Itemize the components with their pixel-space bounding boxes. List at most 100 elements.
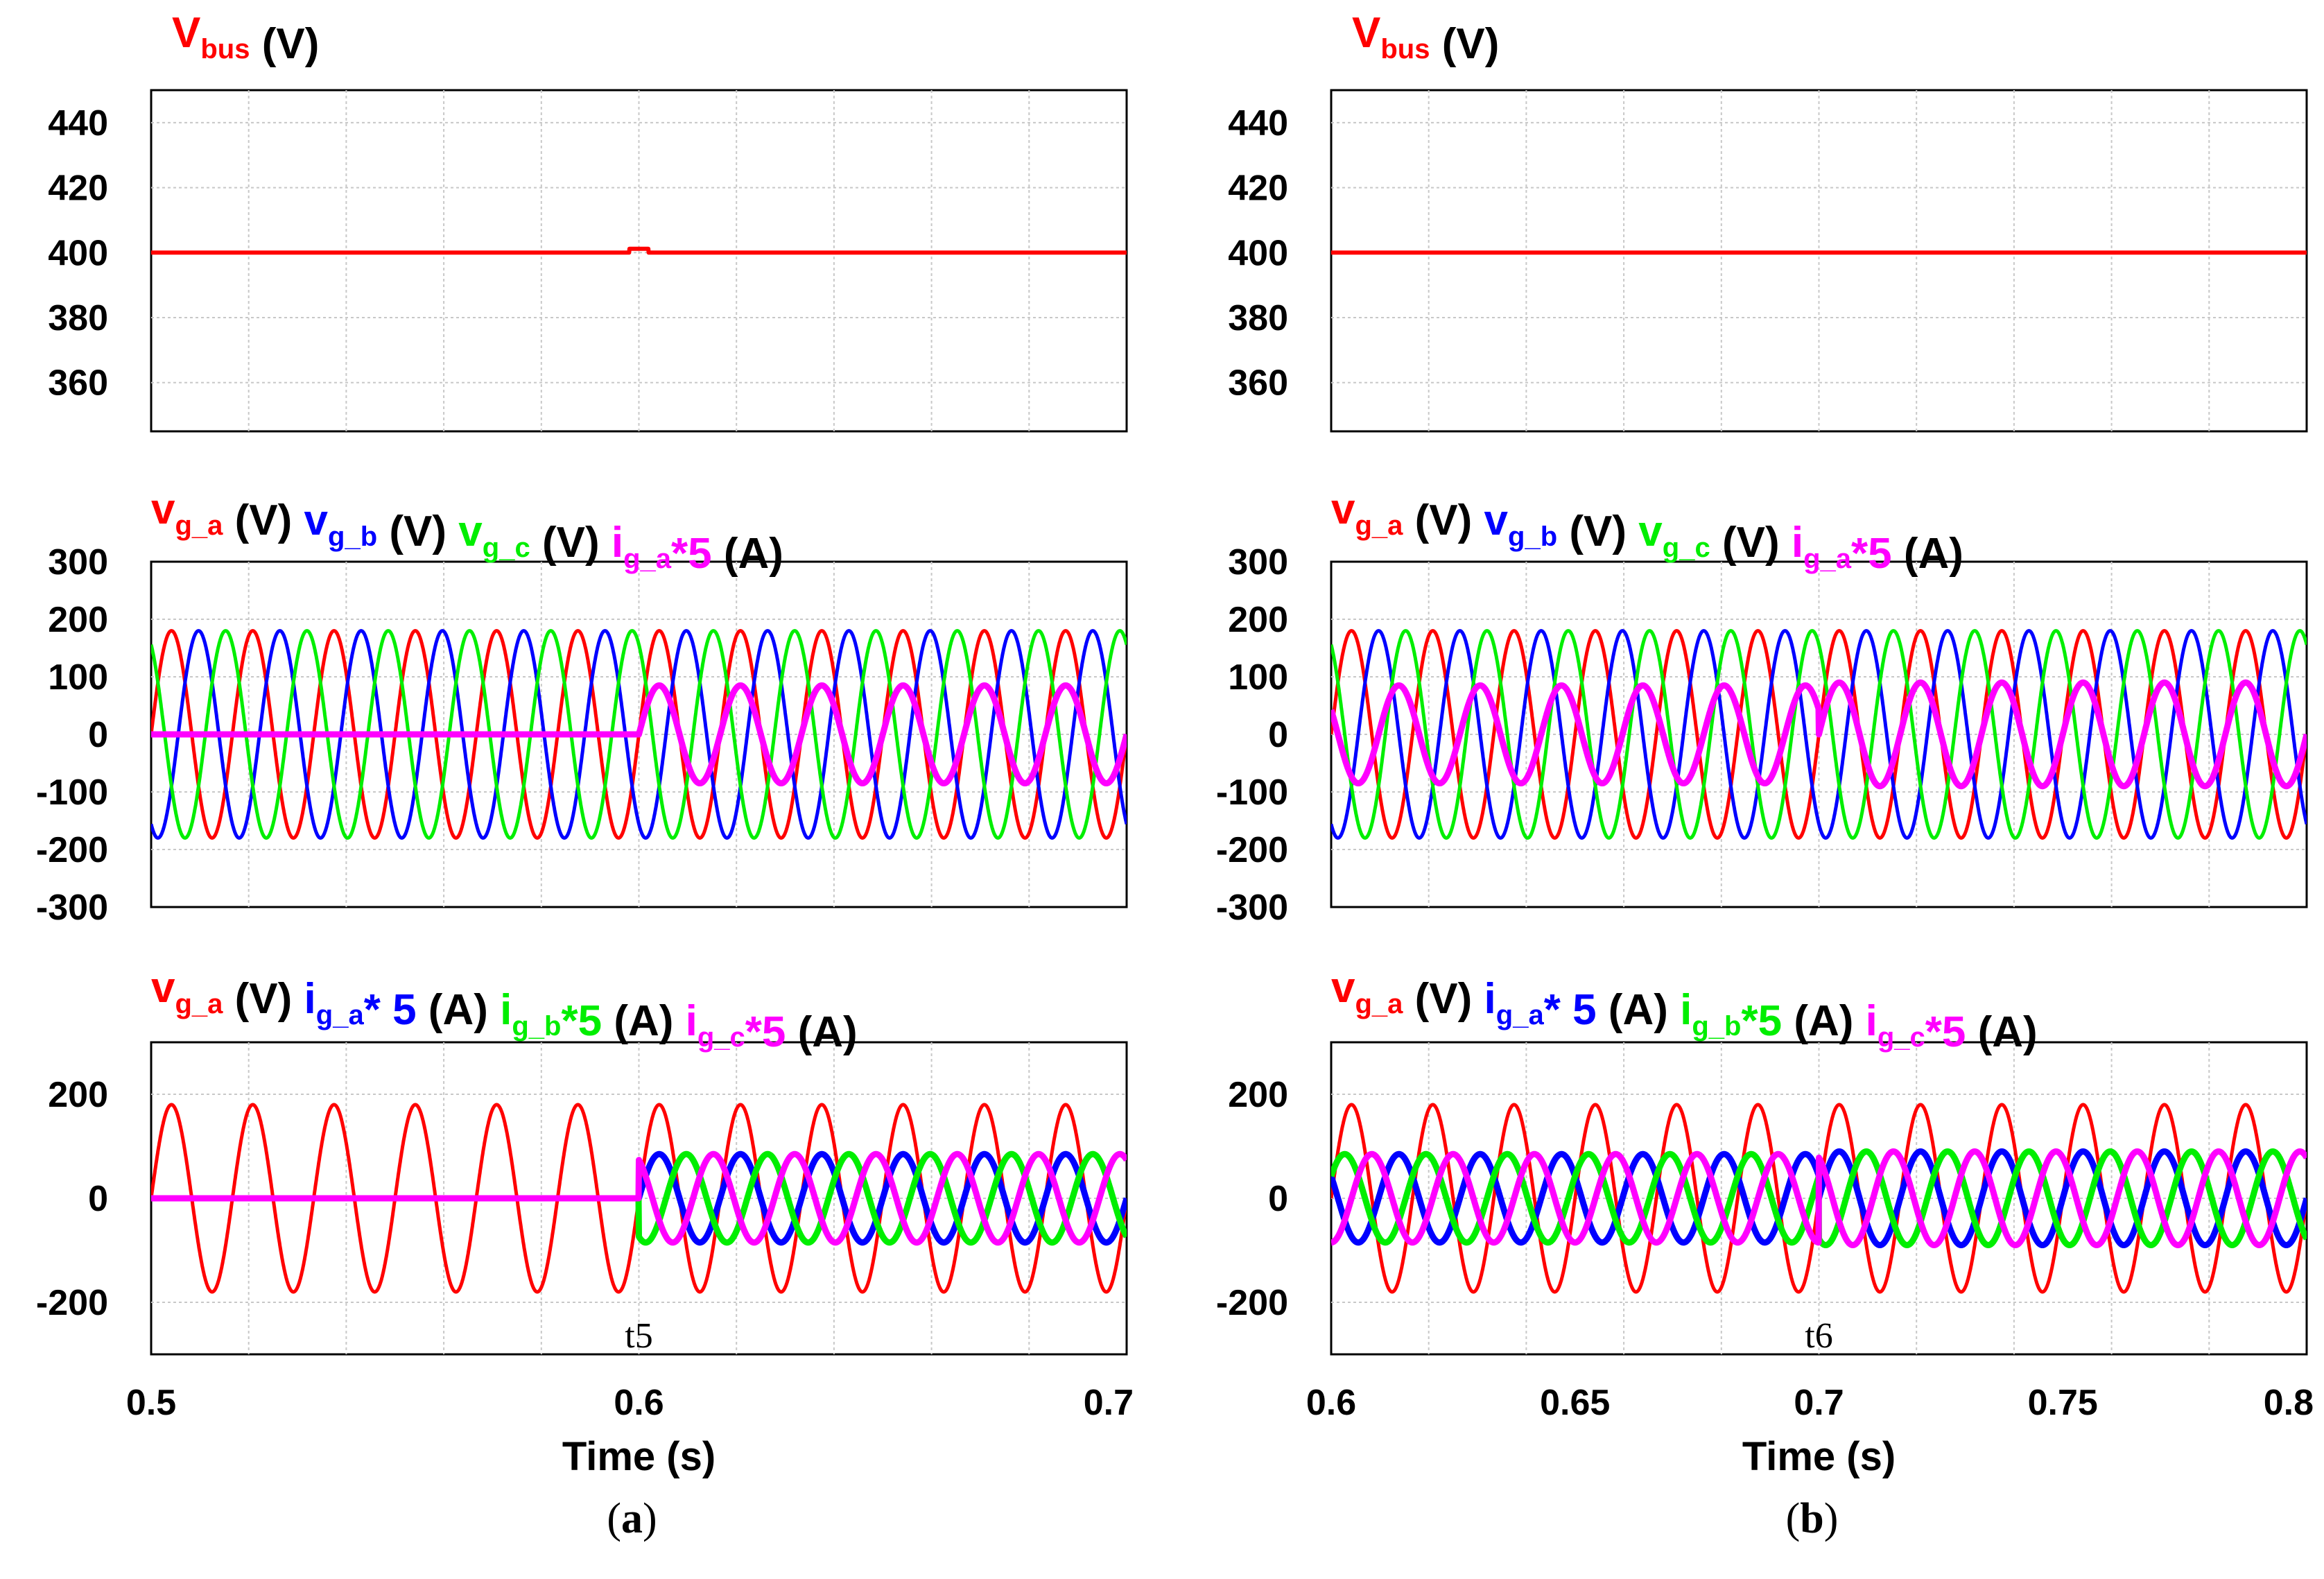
y-tick-label: 420 xyxy=(1228,169,1288,209)
label-space xyxy=(602,997,614,1045)
label-main: i xyxy=(612,519,623,567)
label-subscript: g_c xyxy=(1663,533,1710,563)
x-tick-label: 0.8 xyxy=(2264,1383,2314,1423)
label-space xyxy=(1782,997,1794,1045)
label-main: (V) xyxy=(235,497,293,544)
label-main: v xyxy=(1331,485,1355,533)
y-tick-label: 0 xyxy=(88,1179,108,1219)
y-tick-label: 400 xyxy=(48,233,108,273)
label-main: v xyxy=(1331,964,1355,1012)
label-main: (A) xyxy=(1794,997,1853,1045)
subplot-label: vg_a (V) vg_b (V) vg_c (V) ig_a*5 (A) xyxy=(151,485,783,578)
label-space xyxy=(223,975,234,1023)
y-tick-label: 100 xyxy=(1228,657,1288,698)
y-tick-label: -200 xyxy=(1216,1283,1288,1323)
y-tick-label: -200 xyxy=(36,1283,108,1323)
y-tick-label: 360 xyxy=(1228,363,1288,404)
label-main: (A) xyxy=(1978,1008,2038,1056)
y-tick-label: 440 xyxy=(1228,103,1288,144)
y-tick-label: 0 xyxy=(1268,1179,1288,1219)
x-axis-title: Time (s) xyxy=(1742,1434,1896,1479)
y-tick-label: 300 xyxy=(48,542,108,583)
subplot-1: 440 420 400 380 360 Vbus (V) xyxy=(1228,9,2308,433)
subplot-3: 200 0 -200 vg_a (V) ig_a* 5 (A) ig_b*5 (A) … xyxy=(1216,964,2308,1356)
label-space xyxy=(1597,986,1608,1034)
label-main: v xyxy=(1638,508,1663,555)
series-i-g-a-5 xyxy=(151,682,1127,786)
y-tick-label: 200 xyxy=(1228,1075,1288,1115)
label-space xyxy=(377,508,389,555)
caption-close: ) xyxy=(1824,1495,1839,1542)
label-space xyxy=(1966,1008,1977,1056)
label-post: *5 xyxy=(745,1008,786,1056)
series-v-g-b xyxy=(1331,629,2307,840)
series-group xyxy=(151,246,1127,255)
y-tick-label: -200 xyxy=(1216,830,1288,870)
label-space xyxy=(712,530,724,578)
label-main: (A) xyxy=(1608,986,1668,1034)
label-subscript: g_b xyxy=(1508,521,1557,552)
label-space xyxy=(1710,519,1722,567)
label-main: i xyxy=(500,986,512,1034)
label-post: * 5 xyxy=(364,986,417,1034)
x-tick-label: 0.7 xyxy=(1794,1383,1844,1423)
label-main: (V) xyxy=(1442,20,1500,68)
label-main: v xyxy=(151,964,175,1012)
label-main: (A) xyxy=(614,997,673,1045)
y-tick-label: 360 xyxy=(48,363,108,404)
label-post: *5 xyxy=(1925,1008,1966,1056)
label-main: V xyxy=(172,9,200,57)
series-group xyxy=(151,1103,1127,1294)
label-subscript: g_c xyxy=(483,533,530,563)
caption-close: ) xyxy=(643,1495,657,1542)
y-tick-label: -100 xyxy=(1216,773,1288,813)
y-tick-label: 200 xyxy=(48,600,108,640)
label-main: (V) xyxy=(235,975,293,1023)
y-tick-label: 420 xyxy=(48,169,108,209)
label-main: V xyxy=(1352,9,1380,57)
label-space xyxy=(1668,986,1680,1034)
label-subscript: g_b xyxy=(328,521,377,552)
panel-caption: (b) xyxy=(1786,1495,1839,1542)
label-subscript: g_b xyxy=(1692,1011,1741,1042)
subplot-3: 200 0 -200 vg_a (V) ig_a* 5 (A) ig_b*5 (A) … xyxy=(36,964,1128,1356)
series-v-g-c xyxy=(1331,629,2307,840)
label-subscript: g_b xyxy=(512,1011,561,1042)
label-space xyxy=(250,20,261,68)
y-tick-label: -300 xyxy=(36,888,108,928)
x-tick-label: 0.6 xyxy=(1306,1383,1356,1423)
label-space xyxy=(1430,20,1441,68)
x-axis-title: Time (s) xyxy=(562,1434,716,1479)
label-space xyxy=(292,975,304,1023)
y-tick-label: 380 xyxy=(48,298,108,338)
label-subscript: g_a xyxy=(623,544,672,574)
label-space xyxy=(292,497,304,544)
label-main: (V) xyxy=(1569,508,1627,555)
y-tick-label: 200 xyxy=(1228,600,1288,640)
x-tick-label: 0.6 xyxy=(614,1383,664,1423)
series-group xyxy=(151,629,1127,840)
x-tick-label: 0.5 xyxy=(126,1383,176,1423)
label-main: (V) xyxy=(262,20,320,68)
y-tick-label: 380 xyxy=(1228,298,1288,338)
label-post: *5 xyxy=(1741,997,1782,1045)
label-main: (V) xyxy=(1415,975,1473,1023)
label-main: v xyxy=(458,508,483,555)
label-main: (V) xyxy=(542,519,600,567)
label-subscript: g_a xyxy=(1803,544,1852,574)
label-subscript: bus xyxy=(1380,34,1430,64)
series-i-g-c-5 xyxy=(1331,1148,2307,1248)
y-tick-label: 0 xyxy=(1268,715,1288,755)
label-main: (A) xyxy=(724,530,783,578)
caption-open: ( xyxy=(607,1495,621,1542)
subplot-label: vg_a (V) ig_a* 5 (A) ig_b*5 (A) ig_c*5 (… xyxy=(1331,964,2038,1056)
series-group xyxy=(1331,1103,2307,1294)
panel-b: 440 420 400 380 360 Vbus (V) 300 200 100 0 -100 -20… xyxy=(1216,9,2314,1542)
y-tick-label: 100 xyxy=(48,657,108,698)
series-v-g-c xyxy=(151,629,1127,840)
caption-letter: a xyxy=(621,1495,643,1542)
label-space xyxy=(1472,975,1484,1023)
label-main: i xyxy=(1866,997,1878,1045)
subplot-2: 300 200 100 0 -100 -200 -300 vg_a (V) vg_b (V) … xyxy=(36,485,1128,928)
label-space xyxy=(1472,497,1484,544)
